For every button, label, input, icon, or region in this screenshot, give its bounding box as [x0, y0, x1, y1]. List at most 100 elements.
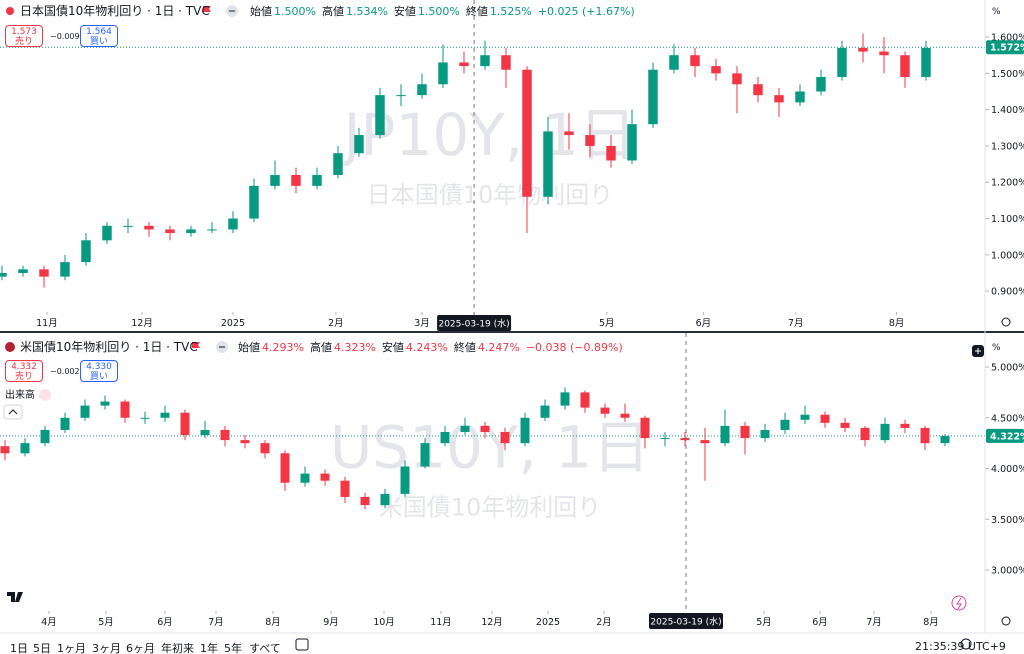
candle-body	[580, 392, 590, 408]
candle-body	[940, 436, 950, 444]
sell-label: 売り	[14, 37, 33, 47]
symbol-title: 日本国債10年物利回り · 1日 · TVC	[20, 4, 210, 18]
candle-body	[900, 55, 910, 77]
candle-body	[340, 480, 350, 497]
candle-body	[921, 47, 931, 77]
y-tick-label: 1.500%	[991, 69, 1024, 80]
buy-button[interactable]: 1.564 買い	[80, 25, 118, 47]
alert-icon[interactable]	[951, 595, 967, 611]
candle-body	[858, 47, 868, 52]
range-button[interactable]: 1年	[200, 642, 218, 654]
y-tick-label: 3.500%	[991, 515, 1024, 526]
x-tick-label: 11月	[430, 617, 452, 628]
x-tick-label: 2月	[328, 318, 344, 329]
candle-body	[480, 425, 490, 432]
legend-value: 4.247%	[477, 341, 520, 354]
candle-body	[380, 493, 390, 506]
settings-icon[interactable]	[1001, 616, 1011, 626]
sell-label: 売り	[14, 372, 33, 382]
range-button[interactable]: 5日	[33, 642, 51, 654]
y-tick-label: 1.400%	[991, 105, 1024, 116]
candle-body	[40, 429, 50, 444]
collapse-icon	[8, 409, 18, 415]
candle-body	[120, 401, 130, 418]
candle-body	[333, 153, 343, 175]
candle-body	[732, 73, 742, 85]
flag-icon[interactable]	[192, 342, 200, 348]
last-price-label: 4.322%	[990, 431, 1024, 442]
candle-body	[300, 473, 310, 483]
x-tick-label: 12月	[131, 318, 153, 329]
x-tick-label: 6月	[696, 318, 712, 329]
us-flag	[5, 342, 15, 352]
y-tick-label: 5.000%	[991, 363, 1024, 374]
x-tick-label: 2月	[596, 617, 612, 628]
candle-body	[270, 174, 280, 186]
x-tick-label: 8月	[923, 617, 939, 628]
candle-body	[80, 405, 90, 418]
sell-price: 4.332	[11, 362, 37, 372]
candle-body	[280, 453, 290, 483]
candle-body	[438, 62, 448, 85]
x-tick-label: 4月	[41, 617, 57, 628]
x-tick-label: 6月	[812, 617, 828, 628]
settings-icon[interactable]	[960, 638, 972, 650]
buy-button[interactable]: 4.330 買い	[80, 360, 118, 382]
candle-body	[459, 62, 469, 67]
candle-body	[207, 229, 217, 231]
candle-body	[396, 95, 406, 97]
y-tick-label: 4.000%	[991, 464, 1024, 475]
candle-body	[740, 425, 750, 439]
candle-body	[360, 496, 370, 506]
x-tick-label: 7月	[866, 617, 882, 628]
candle-body	[249, 185, 259, 219]
candle-body	[753, 84, 763, 96]
candle-body	[585, 135, 595, 146]
candle-body	[720, 425, 730, 444]
sell-button[interactable]: 4.332 売り	[5, 360, 43, 382]
range-button[interactable]: 5年	[224, 642, 242, 654]
candle-body	[312, 174, 322, 186]
legend-value: 1.525%	[489, 5, 532, 18]
candle-body	[606, 145, 616, 161]
x-tick-label: 6月	[157, 617, 173, 628]
range-button[interactable]: 1日	[10, 642, 28, 654]
sell-button[interactable]: 1.573 売り	[5, 25, 43, 47]
collapse-button[interactable]	[3, 404, 23, 420]
candle-body	[879, 51, 889, 56]
legend-label: 始値	[238, 341, 260, 354]
candle-body	[417, 84, 427, 96]
candle-body	[690, 55, 700, 67]
range-button[interactable]: すべて	[249, 642, 281, 654]
candle-body	[600, 407, 610, 414]
y-tick-label: 1.100%	[991, 214, 1024, 225]
jp-flag	[6, 7, 14, 15]
candle-body	[0, 272, 7, 277]
settings-icon[interactable]	[1001, 317, 1011, 327]
legend-label: 始値	[250, 5, 272, 18]
calendar-icon[interactable]	[295, 638, 309, 651]
legend-label: 高値	[309, 341, 332, 354]
legend-value: 4.323%	[333, 341, 376, 354]
candle-body	[500, 431, 510, 444]
range-button[interactable]: 3ヶ月	[92, 642, 121, 654]
alert-bolt	[956, 597, 962, 610]
candle-body	[240, 440, 250, 444]
candle-body	[860, 427, 870, 441]
watermark-subtitle: 日本国債10年物利回り	[367, 181, 614, 209]
range-button[interactable]: 6ヶ月	[126, 642, 155, 654]
symbol-title: 米国債10年物利回り · 1日 · TVC	[20, 340, 198, 354]
flag-icon[interactable]	[203, 6, 211, 12]
candle-body	[840, 422, 850, 428]
candle-body	[648, 69, 658, 125]
range-button[interactable]: 1ヶ月	[57, 642, 86, 654]
ohlc-legend: 始値 4.293% 高値 4.323% 安値 4.243% 終値 4.247% −0.038 (…	[238, 341, 625, 355]
range-button[interactable]: 年初来	[161, 642, 194, 654]
candle-body	[375, 95, 385, 136]
warning-icon[interactable]	[39, 389, 51, 401]
candle-body	[900, 423, 910, 428]
candle-body	[543, 131, 553, 197]
